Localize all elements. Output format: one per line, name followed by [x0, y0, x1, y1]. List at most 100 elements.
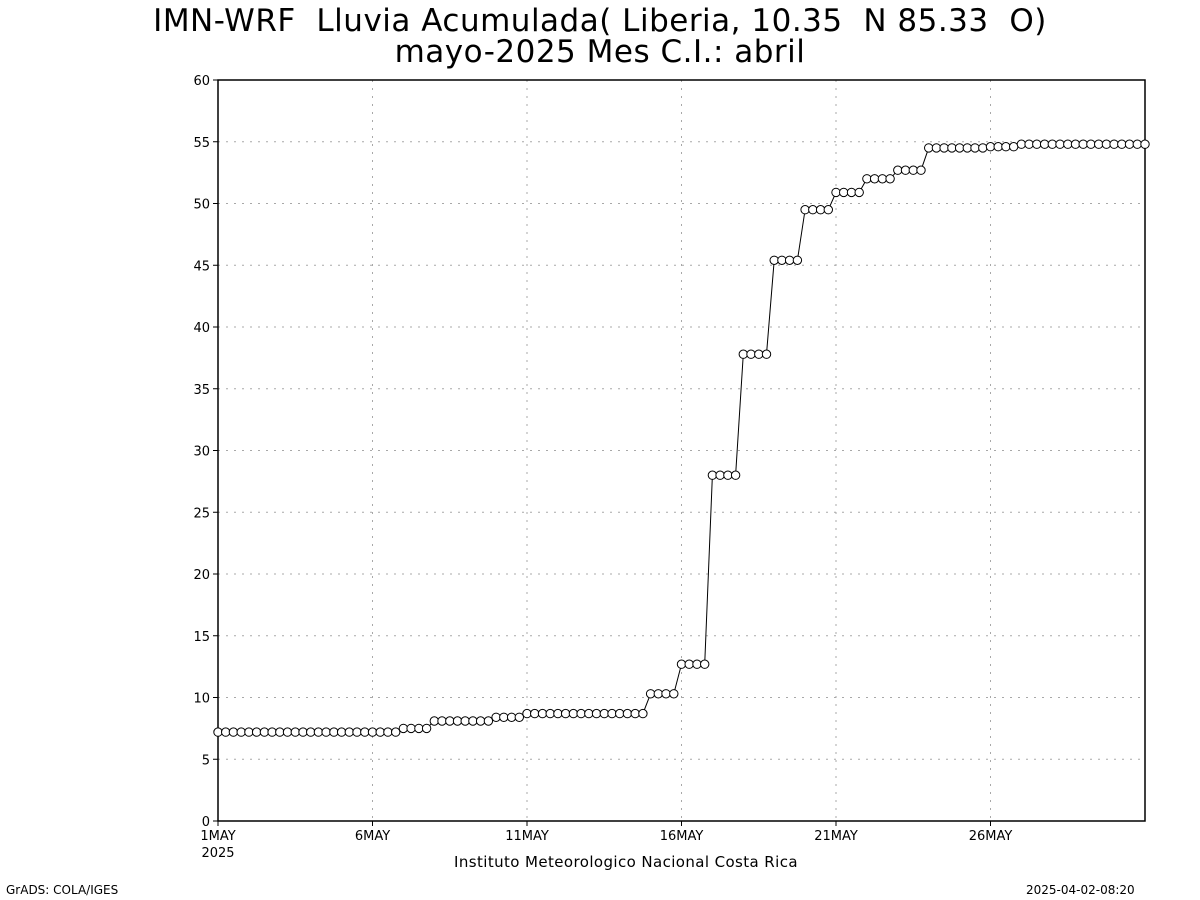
data-point [1032, 139, 1042, 149]
data-point [545, 708, 555, 719]
y-tick-label: 10 [193, 692, 210, 707]
data-point [514, 712, 524, 722]
data-point [754, 349, 764, 359]
data-point [954, 143, 965, 153]
data-point [669, 689, 679, 699]
data-point [962, 143, 972, 153]
footer-left-credit: GrADS: COLA/IGES [6, 883, 119, 897]
data-point [591, 708, 602, 719]
data-point [615, 708, 625, 719]
data-point [1070, 139, 1081, 149]
data-point [475, 716, 486, 726]
data-point [846, 187, 857, 198]
data-point [306, 727, 316, 737]
data-point [1039, 139, 1050, 149]
data-point [329, 727, 339, 737]
data-point [1001, 142, 1011, 152]
data-point [421, 723, 432, 734]
data-point [908, 165, 918, 175]
data-point [993, 142, 1003, 152]
data-point [491, 712, 501, 722]
data-point [221, 727, 231, 737]
data-point [228, 727, 239, 737]
data-point [630, 708, 640, 719]
chart-subtitle: mayo-2025 Mes C.I.: abril [394, 34, 806, 70]
data-point [661, 689, 671, 699]
data-point [769, 255, 779, 265]
y-tick-label: 0 [202, 815, 210, 830]
data-point [746, 349, 756, 359]
data-point [1047, 139, 1058, 149]
x-tick-sublabel: 2025 [201, 846, 234, 861]
data-point [460, 716, 470, 726]
data-point [336, 727, 347, 737]
y-tick-label: 15 [193, 630, 210, 645]
data-point [360, 727, 370, 737]
data-point [1055, 139, 1065, 149]
data-point [1094, 139, 1104, 149]
footer-right-timestamp: 2025-04-02-08:20 [1026, 883, 1135, 897]
data-point [499, 712, 509, 722]
data-point [1140, 139, 1150, 149]
data-point [1117, 139, 1127, 149]
x-tick-label: 21MAY [814, 829, 858, 844]
data-point [1078, 139, 1088, 149]
data-point [723, 470, 733, 480]
data-point [259, 727, 270, 737]
data-point [1132, 139, 1143, 149]
data-point [730, 470, 741, 480]
data-point [298, 727, 308, 737]
data-point [483, 716, 494, 726]
data-point [831, 187, 841, 198]
data-point [537, 708, 548, 719]
data-point [970, 143, 980, 153]
data-point [885, 174, 895, 184]
data-point [344, 727, 354, 737]
data-point [800, 205, 810, 215]
data-point [1101, 139, 1112, 149]
y-tick-label: 45 [193, 259, 210, 274]
data-point [321, 727, 331, 737]
data-point [398, 723, 409, 734]
data-point [676, 659, 687, 669]
data-point [1109, 139, 1119, 149]
data-point [383, 727, 393, 737]
data-point [584, 708, 594, 719]
data-point [391, 727, 401, 737]
y-tick-label: 55 [193, 136, 210, 151]
data-point [854, 187, 864, 198]
data-point [568, 708, 579, 719]
data-point [522, 708, 532, 719]
data-point [916, 165, 926, 175]
data-point [638, 708, 648, 719]
data-point [684, 659, 694, 669]
data-point [792, 255, 803, 265]
data-point [1009, 142, 1019, 152]
data-point [244, 727, 254, 737]
y-tick-label: 60 [193, 74, 210, 89]
y-tick-label: 30 [193, 445, 210, 460]
data-point [576, 708, 586, 719]
data-point [599, 708, 609, 719]
data-point [877, 174, 888, 184]
data-point [715, 470, 725, 480]
data-point [645, 689, 656, 699]
data-point [784, 255, 795, 265]
x-tick-label: 26MAY [969, 829, 1013, 844]
data-point [924, 143, 934, 153]
y-tick-label: 20 [193, 568, 210, 583]
data-point [862, 174, 872, 184]
data-point [815, 205, 826, 215]
data-point [468, 716, 478, 726]
data-point [452, 716, 463, 726]
data-point [406, 723, 416, 734]
data-point [437, 716, 447, 726]
data-point [761, 349, 772, 359]
data-point [290, 727, 300, 737]
data-point [445, 716, 455, 726]
data-point [839, 187, 849, 198]
data-point [429, 716, 439, 726]
data-point [367, 727, 378, 737]
